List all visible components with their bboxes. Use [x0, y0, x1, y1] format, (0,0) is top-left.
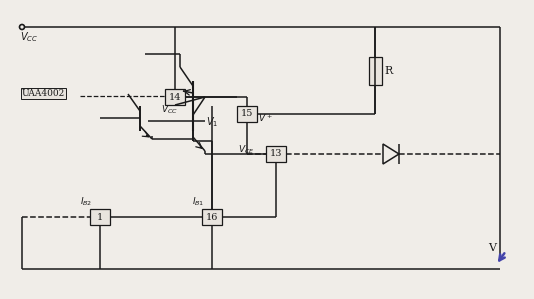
Text: V: V — [488, 243, 496, 253]
Text: $V_{CC}$: $V_{CC}$ — [161, 104, 178, 117]
Bar — [202, 209, 222, 225]
Text: $V^+$: $V^+$ — [258, 112, 273, 124]
Bar — [368, 57, 381, 85]
Text: 15: 15 — [241, 109, 253, 118]
Text: 16: 16 — [206, 213, 218, 222]
Text: $V_1$: $V_1$ — [206, 115, 218, 129]
Bar — [90, 209, 110, 225]
Bar — [237, 106, 257, 122]
Bar — [165, 89, 185, 105]
Text: 14: 14 — [169, 92, 181, 101]
Text: R: R — [384, 65, 392, 76]
Text: $V_{CC}$: $V_{CC}$ — [20, 30, 38, 44]
Bar — [266, 146, 286, 162]
Text: $I_{B2}$: $I_{B2}$ — [80, 195, 92, 208]
Text: UAA4002: UAA4002 — [22, 89, 65, 98]
Text: 1: 1 — [97, 213, 103, 222]
Text: $V_{CE}$: $V_{CE}$ — [238, 143, 255, 155]
Text: 13: 13 — [270, 150, 282, 158]
Text: $I_{B1}$: $I_{B1}$ — [192, 195, 205, 208]
